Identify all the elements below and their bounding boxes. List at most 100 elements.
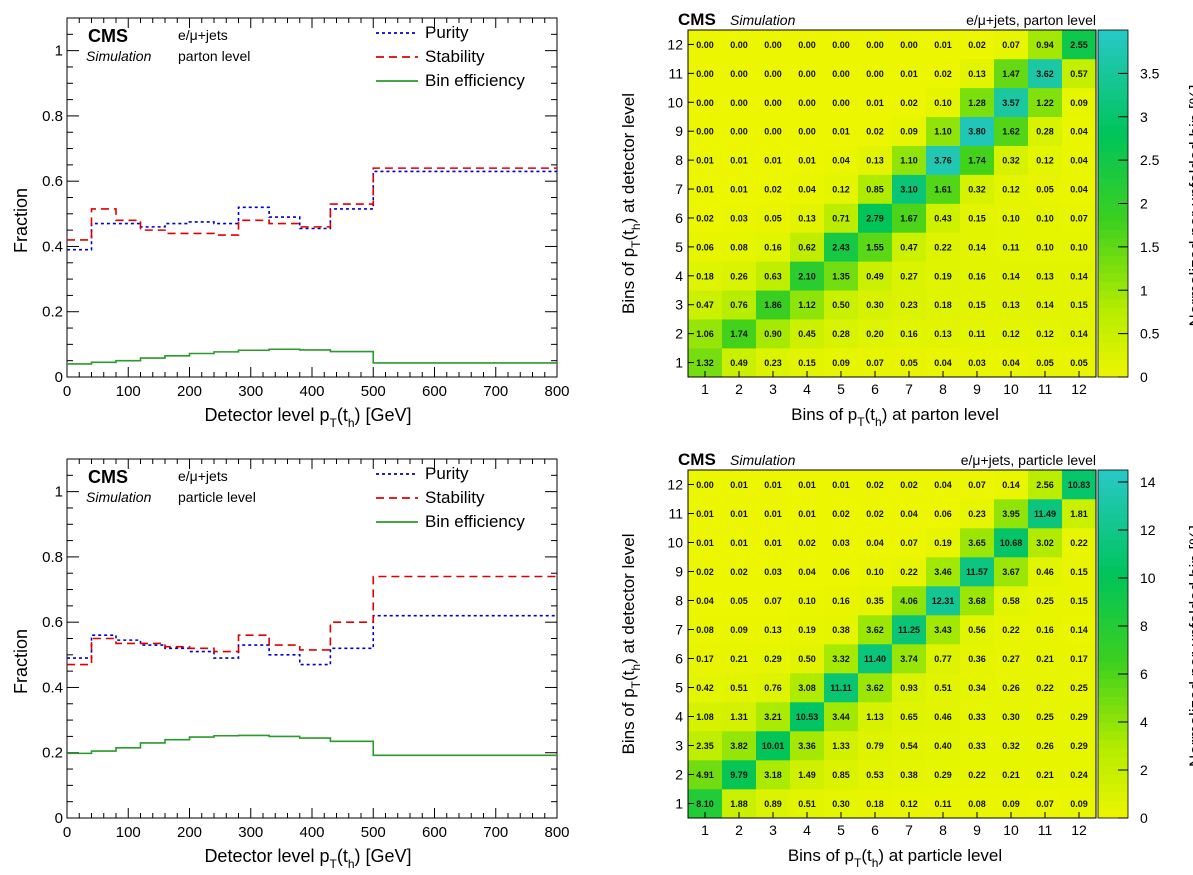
matrix-cell [926, 499, 961, 529]
x-bin-label: 1 [701, 822, 709, 838]
cell-value-label: 0.54 [900, 741, 918, 751]
cell-value-label: 0.04 [934, 358, 952, 368]
y-bin-label: 7 [675, 622, 683, 638]
matrix-cell [994, 87, 1029, 118]
colorbar-segment [1098, 583, 1128, 593]
y-axis-title-sub2: h [629, 664, 643, 671]
colorbar-segment [1098, 600, 1128, 610]
matrix-cell [824, 644, 859, 674]
cell-value-label: 0.02 [866, 509, 884, 519]
cell-value-label: 0.09 [730, 625, 748, 635]
cell-value-label: 0.94 [1036, 40, 1054, 50]
colorbar-segment [1098, 652, 1128, 662]
matrix-cell [756, 673, 791, 703]
cell-value-label: 3.46 [934, 567, 952, 577]
matrix-cell [722, 760, 757, 790]
cell-value-label: 0.43 [934, 213, 952, 223]
x-tick-label: 200 [177, 824, 202, 841]
matrix-cell [790, 528, 825, 558]
colorbar-segment [1098, 368, 1128, 378]
matrix-cell [926, 760, 961, 790]
cell-value-label: 0.08 [968, 799, 986, 809]
matrix-cell [1062, 644, 1097, 674]
cell-value-label: 0.15 [968, 300, 986, 310]
cell-value-label: 0.01 [696, 185, 714, 195]
cell-value-label: 0.16 [900, 329, 918, 339]
colorbar-title: Normalized per unfolded bin [%] [1186, 525, 1193, 767]
y-tick-label: 0.4 [42, 238, 63, 255]
cell-value-label: 0.04 [1002, 358, 1020, 368]
cell-value-label: 0.04 [1070, 127, 1088, 137]
cell-value-label: 12.31 [932, 596, 955, 606]
cell-value-label: 0.00 [900, 40, 918, 50]
x-bin-label: 5 [837, 381, 845, 397]
cell-value-label: 1.08 [696, 712, 714, 722]
matrix-cell [994, 261, 1029, 291]
colorbar-segment [1098, 324, 1128, 335]
cell-value-label: 3.02 [1036, 538, 1054, 548]
x-bin-label: 2 [735, 381, 743, 397]
cell-value-label: 0.15 [798, 358, 816, 368]
cell-value-label: 3.10 [900, 185, 918, 195]
cell-value-label: 0.14 [1002, 480, 1020, 490]
matrix-cell [858, 557, 893, 587]
x-axis-title-mid: (t [337, 405, 348, 425]
y-tick-label: 1 [55, 484, 63, 501]
matrix-cell [1028, 760, 1063, 790]
colorbar-segment [1098, 800, 1128, 810]
x-bin-label: 7 [905, 381, 913, 397]
cell-value-label: 0.02 [934, 69, 952, 79]
colorbar-segment [1098, 116, 1128, 126]
matrix-cell [756, 470, 791, 500]
cell-value-label: 0.00 [798, 69, 816, 79]
matrix-cell [722, 87, 757, 118]
cell-value-label: 0.04 [934, 480, 952, 490]
y-axis-title-sub2: h [629, 223, 643, 230]
cell-value-label: 0.08 [696, 625, 714, 635]
colorbar-segment [1098, 704, 1128, 714]
colorbar-segment [1098, 678, 1128, 688]
matrix-cell [1028, 615, 1063, 645]
matrix-cell [926, 319, 961, 349]
cell-value-label: 10.01 [762, 741, 785, 751]
cell-value-label: 0.13 [1036, 271, 1054, 281]
y-bin-label: 11 [668, 506, 683, 522]
matrix-cell [892, 290, 927, 320]
y-tick-label: 0 [55, 810, 63, 827]
matrix-cell [722, 174, 757, 204]
matrix-cell [892, 261, 927, 291]
cell-value-label: 0.22 [1036, 683, 1054, 693]
x-axis-title: Detector level pT(th) [GeV] [204, 846, 411, 871]
colorbar-segment [1098, 722, 1128, 732]
cell-value-label: 0.01 [866, 98, 884, 108]
matrix-cell [858, 30, 893, 60]
colorbar-segment [1098, 272, 1128, 282]
cell-value-label: 3.95 [1002, 509, 1020, 519]
cell-value-label: 0.10 [866, 567, 884, 577]
cell-value-label: 0.47 [900, 242, 918, 252]
colorbar-segment [1098, 591, 1128, 601]
matrix-cell [960, 58, 995, 89]
cell-value-label: 2.35 [696, 741, 714, 751]
x-bin-label: 11 [1038, 822, 1053, 838]
colorbar-tick-label: 3 [1140, 109, 1148, 125]
matrix-cell [824, 87, 859, 118]
matrix-cell [722, 232, 757, 262]
matrix-cell [960, 470, 995, 500]
colorbar-segment [1098, 238, 1128, 248]
y-bin-label: 8 [675, 593, 683, 609]
colorbar-segment [1098, 316, 1128, 326]
matrix-cell [960, 290, 995, 320]
matrix-cell [756, 557, 791, 587]
cell-value-label: 0.13 [968, 69, 986, 79]
matrix-cell [994, 319, 1029, 349]
series-line-2 [67, 348, 557, 365]
cell-value-label: 0.10 [798, 596, 816, 606]
cell-value-label: 0.16 [1036, 625, 1054, 635]
colorbar-tick-label: 0 [1140, 810, 1148, 826]
cell-value-label: 1.67 [900, 213, 918, 223]
matrix-cell [1028, 261, 1063, 291]
matrix-cell [892, 145, 927, 175]
cell-value-label: 0.14 [968, 242, 986, 252]
